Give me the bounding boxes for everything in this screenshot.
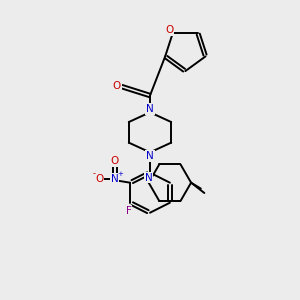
Text: O: O <box>95 174 104 184</box>
Text: N: N <box>146 104 154 114</box>
Text: F: F <box>126 206 132 216</box>
Text: O: O <box>112 80 121 91</box>
Text: O: O <box>165 26 173 35</box>
Text: O: O <box>111 157 119 166</box>
Text: N: N <box>111 174 119 184</box>
Text: +: + <box>117 171 123 177</box>
Text: -: - <box>92 169 95 178</box>
Text: N: N <box>146 151 154 161</box>
Text: N: N <box>145 173 153 183</box>
